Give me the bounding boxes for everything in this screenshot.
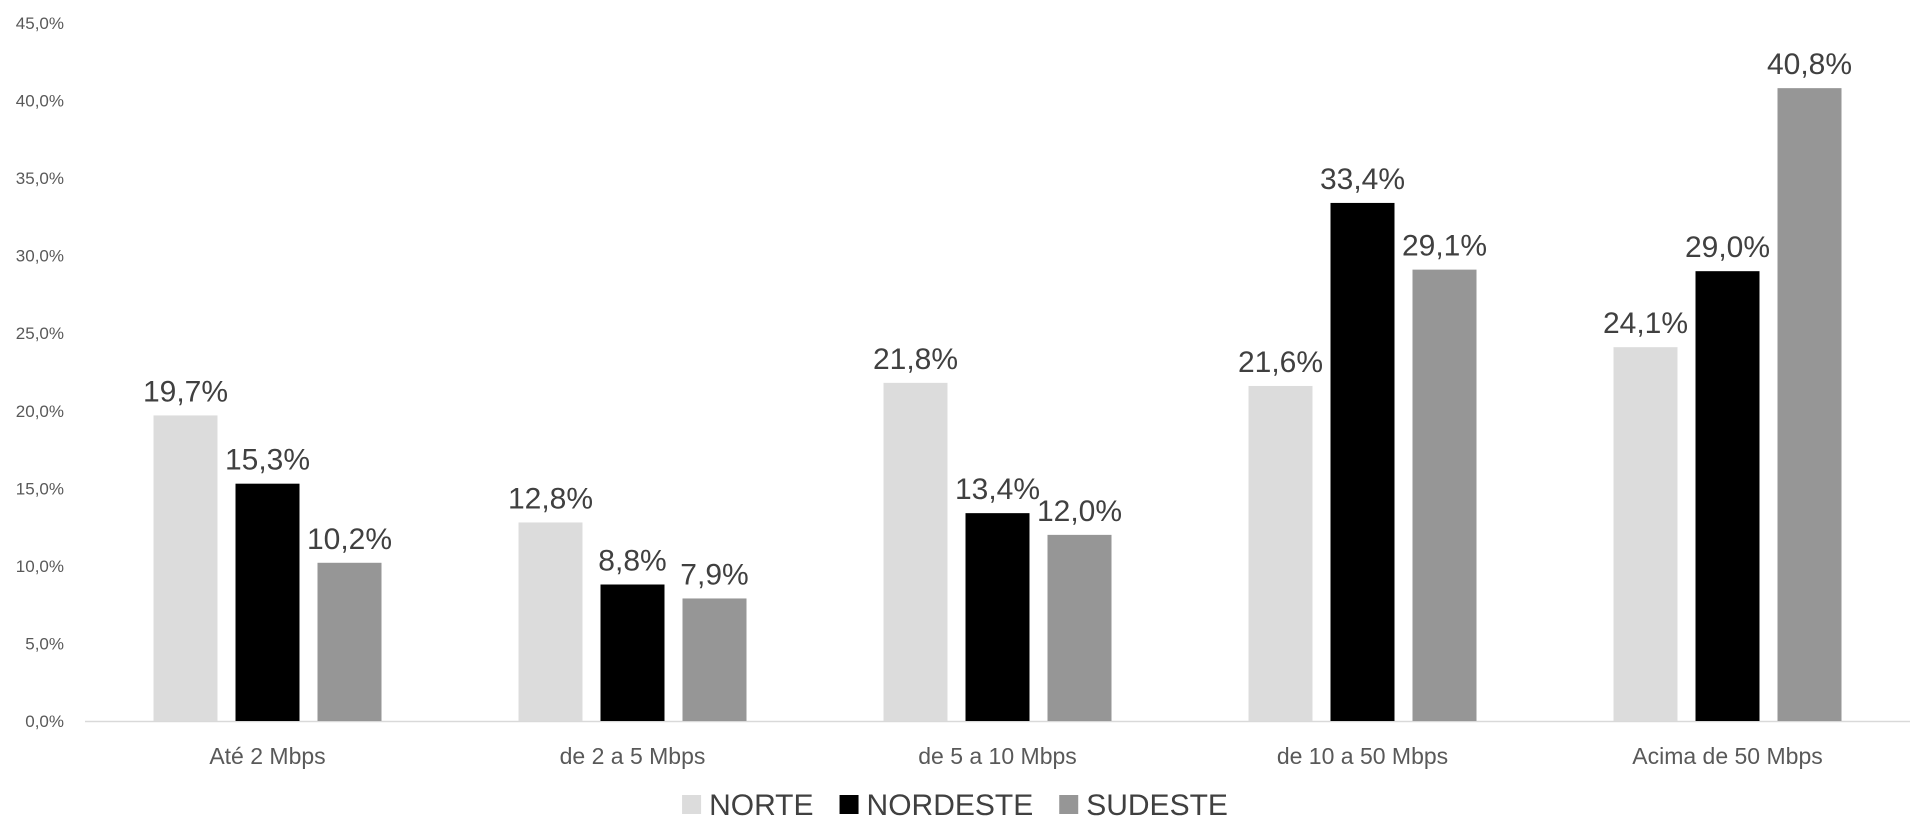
legend-label: SUDESTE [1086, 789, 1228, 822]
bar-nordeste-3 [1330, 202, 1395, 721]
data-label: 21,8% [873, 343, 958, 376]
y-tick-label: 0,0% [25, 712, 64, 731]
data-label: 29,0% [1685, 231, 1770, 264]
bar-nordeste-2 [965, 513, 1030, 721]
x-axis-category-labels: Até 2 Mbps de 2 a 5 Mbps de 5 a 10 Mbps de … [209, 743, 1822, 769]
data-labels: 19,7% 15,3% 10,2% 12,8%8,8% 7,9% 21,8% 13,4%12… [143, 48, 1852, 591]
x-category-label: de 2 a 5 Mbps [560, 743, 706, 769]
x-category-label: Acima de 50 Mbps [1632, 743, 1822, 769]
bar-norte-2 [883, 382, 948, 721]
x-category-label: de 5 a 10 Mbps [918, 743, 1077, 769]
y-tick-label: 25,0% [16, 324, 64, 343]
y-tick-label: 40,0% [16, 92, 64, 111]
data-label: 7,9% [680, 558, 748, 591]
data-label: 19,7% [143, 375, 228, 408]
data-label: 13,4% [955, 473, 1040, 506]
y-tick-label: 30,0% [16, 247, 64, 266]
legend-item: NORDESTE [839, 789, 1034, 822]
bar-sudeste-1 [682, 598, 747, 721]
bar-nordeste-4 [1695, 271, 1760, 721]
legend-swatch [682, 795, 702, 814]
data-label: 10,2% [307, 523, 392, 556]
bar-sudeste-0 [317, 562, 382, 721]
data-label: 29,1% [1402, 230, 1487, 263]
data-label: 12,8% [508, 482, 593, 515]
data-label: 8,8% [598, 545, 666, 578]
bar-sudeste-4 [1777, 88, 1842, 721]
bar-sudeste-3 [1412, 269, 1477, 721]
legend-swatch [1059, 795, 1079, 814]
y-axis-ticks: 0,0% 5,0% 10,0% 15,0% 20,0% 25,0% 30,0% 35,0% 40… [16, 14, 64, 731]
bar-norte-3 [1248, 385, 1313, 721]
data-label: 21,6% [1238, 346, 1323, 379]
y-tick-label: 15,0% [16, 479, 64, 498]
data-label: 15,3% [225, 444, 310, 477]
x-category-label: Até 2 Mbps [209, 743, 325, 769]
bars [153, 88, 1842, 721]
x-category-label: de 10 a 50 Mbps [1277, 743, 1448, 769]
legend-label: NORDESTE [867, 789, 1034, 822]
data-label: 33,4% [1320, 163, 1405, 196]
data-label: 24,1% [1603, 307, 1688, 340]
bar-norte-4 [1613, 347, 1678, 721]
legend-label: NORTE [709, 789, 813, 822]
bar-nordeste-1 [600, 584, 665, 721]
y-tick-label: 10,0% [16, 557, 64, 576]
y-tick-label: 45,0% [16, 14, 64, 33]
legend-item: NORTE [682, 789, 814, 822]
y-tick-label: 35,0% [16, 169, 64, 188]
y-tick-label: 5,0% [25, 634, 64, 653]
legend-item: SUDESTE [1059, 789, 1228, 822]
y-tick-label: 20,0% [16, 402, 64, 421]
bar-norte-0 [153, 415, 218, 721]
data-label: 12,0% [1037, 495, 1122, 528]
bar-norte-1 [518, 522, 583, 721]
bar-nordeste-0 [235, 483, 300, 721]
data-label: 40,8% [1767, 48, 1852, 81]
legend-swatch [839, 795, 859, 814]
bar-sudeste-2 [1047, 534, 1112, 721]
legend: NORTE NORDESTE SUDESTE [682, 789, 1228, 822]
